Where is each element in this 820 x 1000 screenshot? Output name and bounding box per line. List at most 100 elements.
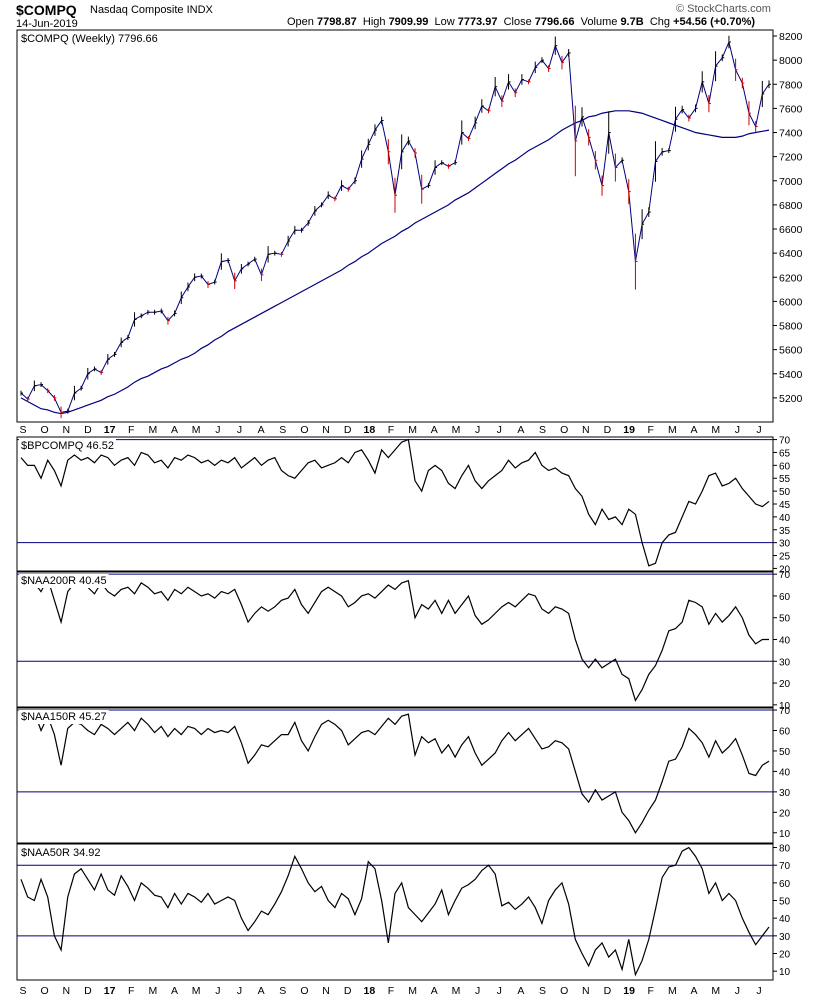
x-tick-label: M	[711, 424, 720, 436]
x-tick-label: N	[62, 985, 70, 997]
x-tick-label: N	[582, 985, 590, 997]
x-tick-label: M	[149, 985, 158, 997]
x-tick-label: S	[539, 424, 546, 436]
panel-title: $NAA150R 45.27	[21, 711, 107, 723]
y-tick-label: 5400	[779, 369, 803, 381]
x-tick-label: O	[300, 985, 308, 997]
low-value: 7773.97	[457, 16, 498, 28]
y-tick-label: 40	[779, 767, 791, 778]
y-tick-label: 7600	[779, 103, 803, 115]
x-tick-label: F	[388, 985, 394, 997]
close-value: 7796.66	[534, 16, 575, 28]
x-tick-label: M	[149, 424, 158, 436]
x-tick-label: S	[19, 424, 26, 436]
x-tick-label: A	[258, 985, 265, 997]
panel-frame	[16, 707, 774, 844]
x-tick-label: O	[560, 424, 568, 436]
y-tick-label: 40	[779, 636, 791, 647]
panel-frame	[16, 29, 774, 423]
y-tick-label: 60	[779, 461, 791, 472]
x-tick-label: S	[539, 985, 546, 997]
x-tick-label: M	[408, 985, 417, 997]
y-tick-label: 70	[779, 706, 791, 717]
x-tick-label: F	[128, 985, 134, 997]
open-label: Open	[287, 16, 314, 28]
open-value: 7798.87	[316, 16, 357, 28]
y-tick-label: 50	[779, 747, 791, 758]
x-tick-label: M	[192, 985, 201, 997]
x-tick-label: D	[604, 424, 612, 436]
x-tick-label: A	[431, 985, 438, 997]
y-tick-label: 20	[779, 564, 791, 575]
y-tick-label: 10	[779, 967, 791, 978]
y-tick-label: 5200	[779, 393, 803, 405]
y-tick-label: 6400	[779, 248, 803, 260]
x-tick-label: O	[300, 424, 308, 436]
x-tick-label: J	[735, 424, 740, 436]
y-tick-label: 20	[779, 679, 791, 690]
y-tick-label: 8000	[779, 55, 803, 67]
x-tick-label: F	[128, 424, 134, 436]
y-tick-label: 10	[779, 829, 791, 840]
x-tick-label: D	[84, 424, 92, 436]
y-tick-label: 40	[779, 513, 791, 524]
panel-title-bg	[19, 710, 109, 724]
y-tick-label: 70	[779, 861, 791, 872]
y-tick-label: 6200	[779, 272, 803, 284]
y-tick-label: 7800	[779, 79, 803, 91]
x-tick-label: D	[344, 985, 352, 997]
x-tick-label: 18	[364, 424, 376, 436]
y-tick-label: 60	[779, 592, 791, 603]
x-tick-label: 19	[623, 985, 635, 997]
y-tick-label: 80	[779, 844, 791, 855]
x-tick-label: M	[192, 424, 201, 436]
x-tick-label: M	[452, 985, 461, 997]
x-tick-label: J	[756, 424, 761, 436]
x-tick-label: J	[475, 424, 480, 436]
y-tick-label: 20	[779, 950, 791, 961]
x-tick-label: A	[517, 424, 524, 436]
panel-title: $BPCOMPQ 46.52	[21, 440, 114, 452]
indicator-line	[20, 576, 769, 702]
y-tick-label: 10	[779, 701, 791, 712]
y-tick-label: 30	[779, 539, 791, 550]
volume-label: Volume	[580, 16, 618, 28]
chg-value: +54.56 (+0.70%)	[673, 16, 756, 28]
x-tick-label: D	[344, 424, 352, 436]
x-tick-label: S	[279, 985, 286, 997]
y-tick-label: 45	[779, 500, 791, 511]
panel-frame	[16, 436, 774, 572]
x-tick-label: 18	[364, 985, 376, 997]
chart-symbol: $COMPQ	[16, 2, 77, 18]
y-tick-label: 6800	[779, 200, 803, 212]
chart-date: 14-Jun-2019	[16, 18, 78, 30]
moving-average-line	[20, 110, 770, 415]
indicator-line	[20, 846, 770, 977]
y-tick-label: 55	[779, 474, 791, 485]
x-tick-label: F	[388, 424, 394, 436]
x-tick-label: 17	[104, 424, 116, 436]
x-tick-label: F	[648, 985, 654, 997]
y-tick-label: 30	[779, 657, 791, 668]
x-tick-label: J	[497, 985, 502, 997]
x-tick-label: S	[279, 424, 286, 436]
x-tick-label: A	[171, 985, 178, 997]
x-tick-label: N	[62, 424, 70, 436]
panel-frame	[16, 843, 774, 981]
x-tick-label: J	[497, 424, 502, 436]
y-tick-label: 30	[779, 788, 791, 799]
y-tick-label: 7200	[779, 152, 803, 164]
y-tick-label: 70	[779, 570, 791, 581]
y-tick-label: 60	[779, 727, 791, 738]
panel-title-bg	[19, 32, 160, 46]
x-tick-label: J	[237, 424, 242, 436]
y-tick-label: 50	[779, 897, 791, 908]
x-tick-label: N	[582, 424, 590, 436]
y-tick-label: 7400	[779, 128, 803, 140]
panel-title: $COMPQ (Weekly) 7796.66	[21, 33, 158, 45]
x-tick-label: M	[711, 985, 720, 997]
y-tick-label: 5800	[779, 321, 803, 333]
y-tick-label: 30	[779, 932, 791, 943]
x-tick-label: M	[668, 424, 677, 436]
